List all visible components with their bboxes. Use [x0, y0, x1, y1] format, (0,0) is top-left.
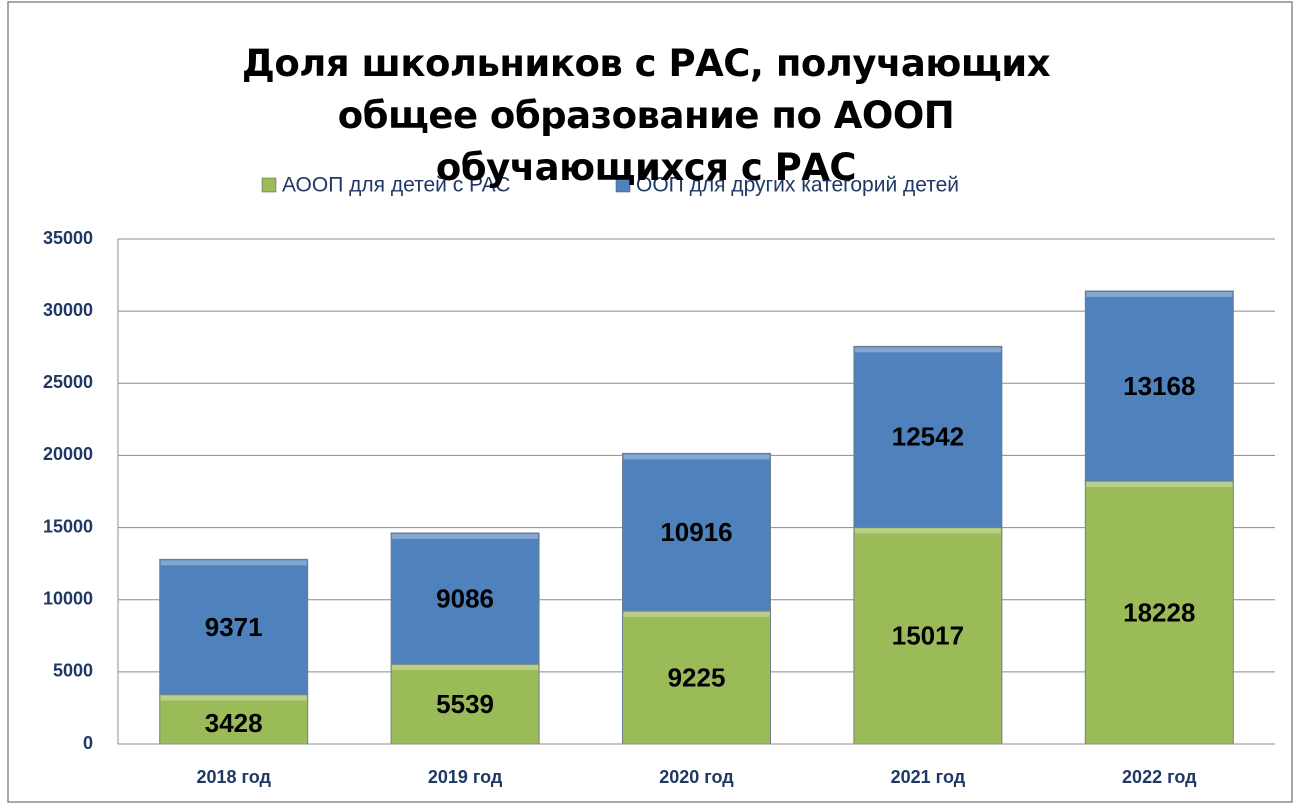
- data-label: 18228: [1123, 597, 1195, 627]
- y-tick-label: 15000: [43, 516, 93, 536]
- bar-bevel: [854, 347, 1001, 353]
- x-tick-label: 2018 год: [196, 767, 271, 787]
- y-tick-label: 35000: [43, 228, 93, 248]
- legend-label: ООП для других категорий детей: [636, 174, 959, 197]
- x-tick-label: 2022 год: [1122, 767, 1197, 787]
- x-tick-label: 2021 год: [891, 767, 966, 787]
- data-label: 9371: [205, 612, 263, 642]
- bar-bevel: [392, 533, 539, 539]
- bar-bevel: [1086, 292, 1233, 298]
- bar-bevel: [1086, 481, 1233, 487]
- bar-bevel: [854, 528, 1001, 534]
- y-tick-label: 5000: [53, 661, 93, 681]
- data-label: 15017: [892, 621, 964, 651]
- data-label: 5539: [436, 689, 494, 719]
- legend-label: АООП для детей с РАС: [282, 174, 510, 197]
- x-tick-label: 2020 год: [659, 767, 734, 787]
- bar-segment: [622, 452, 771, 612]
- bar-segment: [1084, 480, 1234, 745]
- x-tick-label: 2019 год: [428, 767, 503, 787]
- bar-segment: [390, 663, 540, 745]
- data-label: 9086: [436, 583, 494, 613]
- y-tick-label: 10000: [43, 588, 93, 608]
- bar-bevel: [160, 695, 307, 701]
- legend-swatch: [615, 177, 631, 193]
- bar-segment: [1084, 290, 1234, 482]
- bar-bevel: [392, 665, 539, 671]
- data-label: 13168: [1123, 371, 1195, 401]
- y-tick-label: 30000: [43, 300, 93, 320]
- data-label: 9225: [668, 662, 726, 692]
- bar-bevel: [160, 560, 307, 566]
- bar-segment: [622, 610, 771, 745]
- y-tick-label: 20000: [43, 444, 93, 464]
- data-label: 3428: [205, 708, 263, 738]
- data-label: 12542: [892, 422, 964, 452]
- y-tick-label: 0: [83, 733, 93, 753]
- chart-title: Доля школьников с РАС, получающих общее …: [241, 42, 1051, 189]
- bar-bevel: [623, 454, 770, 460]
- bar-segment: [853, 345, 1003, 528]
- bar-segment: [159, 558, 309, 696]
- y-tick-label: 25000: [43, 372, 93, 392]
- data-label: 10916: [660, 517, 732, 547]
- bar-segment: [390, 532, 540, 665]
- bar-segment: [853, 526, 1003, 745]
- bar-bevel: [623, 611, 770, 617]
- legend-swatch: [261, 177, 277, 193]
